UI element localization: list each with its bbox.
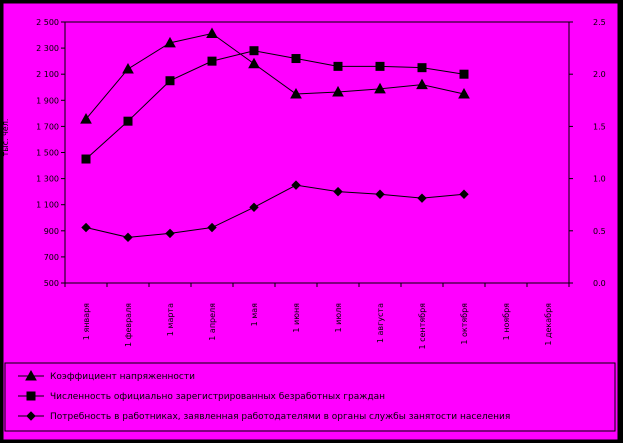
y-left-tick-label: 1 900 [36, 96, 59, 105]
series-3-line [85, 184, 465, 238]
x-tick-label: 1 ноября [502, 303, 511, 341]
x-tick-label: 1 января [82, 303, 91, 340]
y-right-tick-label: 0.5 [593, 227, 606, 236]
series-3-point [417, 193, 427, 203]
series-3-point [165, 228, 175, 239]
series-1-point [122, 62, 134, 74]
x-tick-label: 1 сентября [418, 303, 427, 350]
series-2-point [207, 56, 217, 66]
series-3-point [123, 232, 133, 243]
x-tick-label: 1 мая [250, 303, 259, 327]
x-tick-label: 1 февраля [124, 303, 133, 347]
series-2-point [249, 46, 259, 56]
legend-marker [25, 369, 37, 381]
series-3-point [291, 180, 301, 190]
y-left-axis-label: тыс. чел. [1, 119, 10, 157]
y-right-tick-label: 2.5 [593, 18, 606, 27]
y-right-tick-label: 2.0 [593, 70, 606, 79]
y-right-tick-label: 1.0 [593, 175, 606, 184]
y-left-tick-label: 1 500 [36, 149, 59, 158]
x-tick-label: 1 марта [166, 303, 175, 336]
series-3-point [207, 222, 217, 233]
y-right-tick-label: 1.5 [593, 122, 606, 131]
series-1-line [85, 32, 465, 120]
series-2-point [417, 63, 427, 73]
series-1-point [332, 85, 344, 97]
series-1-point [164, 36, 176, 48]
x-tick-label: 1 октября [460, 303, 469, 345]
legend-label: Численность официально зарегистрированны… [50, 392, 385, 402]
series-2-point [81, 154, 91, 164]
y-left-tick-label: 500 [44, 279, 59, 288]
legend: Коэффициент напряженности Численность офи… [18, 369, 510, 422]
series-1-point [80, 113, 92, 124]
series-2-line [85, 50, 465, 160]
x-tick-label: 1 июня [292, 303, 301, 333]
y-left-tick-label: 1 300 [36, 175, 59, 184]
x-tick-label: 1 апреля [208, 303, 217, 341]
x-tick-label: 1 июля [334, 303, 343, 333]
series-2-point [123, 116, 133, 126]
legend-label: Потребность в работниках, заявленная раб… [50, 412, 510, 422]
y-left-tick-label: 2 300 [36, 44, 59, 53]
series-3-point [375, 189, 385, 199]
series-1-point [458, 88, 470, 99]
y-left-axis: 500 700 900 1 100 1 300 1 500 1 700 1 900 2 100 2… [36, 18, 65, 288]
y-right-tick-label: 0.0 [593, 279, 606, 288]
legend-item: Потребность в работниках, заявленная раб… [18, 411, 510, 422]
legend-box [4, 362, 616, 432]
plot-area [64, 21, 570, 284]
legend-item: Коэффициент напряженности [18, 369, 195, 382]
series-3-point [81, 222, 91, 233]
series-1-point [374, 82, 386, 94]
series-2-point [333, 61, 343, 71]
series-3-point [249, 202, 259, 213]
series-3 [81, 180, 469, 243]
series-2-point [375, 61, 385, 71]
x-tick-label: 1 декабря [544, 303, 553, 346]
y-right-axis: 0.0 0.5 1.0 1.5 2.0 2.5 [569, 18, 606, 288]
series-1 [80, 27, 470, 124]
series-2-point [291, 54, 301, 64]
series-1-point [416, 78, 428, 90]
x-tick-label: 1 августа [376, 303, 385, 343]
series-2 [81, 46, 469, 164]
series-3-point [333, 186, 343, 197]
y-left-tick-label: 1 700 [36, 122, 59, 131]
y-left-tick-label: 2 500 [36, 18, 59, 27]
series-2-point [459, 69, 469, 79]
x-axis: 1 января 1 февраля 1 марта 1 апреля 1 мая 1 и… [64, 283, 570, 350]
y-left-tick-label: 700 [44, 253, 59, 262]
legend-marker [26, 411, 36, 421]
legend-marker [26, 391, 36, 401]
series-1-point [290, 88, 302, 99]
y-left-tick-label: 1 100 [36, 201, 59, 210]
y-left-tick-label: 900 [44, 227, 59, 236]
y-left-tick-label: 2 100 [36, 70, 59, 79]
series-3-point [459, 189, 469, 199]
legend-item: Численность официально зарегистрированны… [18, 391, 385, 402]
legend-label: Коэффициент напряженности [50, 372, 195, 382]
series-1-point [248, 57, 260, 69]
series-layer [80, 27, 470, 243]
series-2-point [165, 76, 175, 86]
series-1-point [206, 27, 218, 38]
